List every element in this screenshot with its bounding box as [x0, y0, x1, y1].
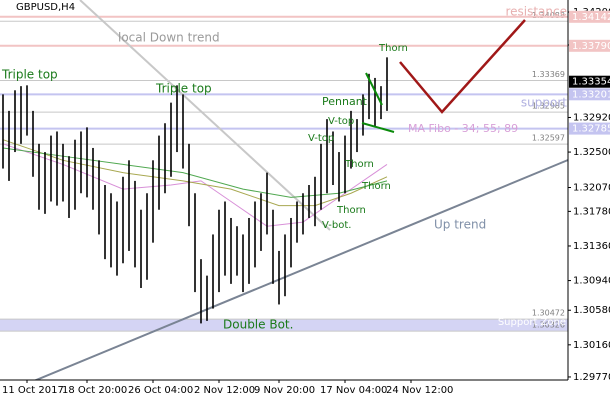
annotation: Thorn	[336, 205, 366, 216]
x-tick-label: 9 Nov 20:00	[254, 385, 315, 396]
moving-average	[2, 143, 388, 227]
annotation: Pennant	[322, 95, 368, 108]
x-tick-label: 11 Oct 2017	[2, 385, 64, 396]
pennant-line	[365, 72, 383, 106]
annotation: support	[521, 96, 567, 110]
level-note: 1.30326	[532, 321, 565, 330]
x-tick-label: 2 Nov 12:00	[194, 385, 255, 396]
price-axis-bg	[568, 0, 610, 400]
x-tick-label: 18 Oct 20:00	[62, 385, 127, 396]
y-tick-label: 1.29770	[573, 372, 610, 383]
annotation: Support Zone	[498, 317, 566, 328]
y-tick-label: 1.31780	[573, 206, 610, 217]
chart-title: GBPUSD,H4	[16, 2, 75, 13]
level-label: 1.33790	[572, 41, 610, 52]
level-box	[569, 39, 610, 52]
x-tick-label: 26 Oct 04:00	[128, 385, 193, 396]
level-label: 1.33201	[572, 89, 610, 100]
forecast-path	[399, 19, 526, 114]
level-note: 1.34088	[532, 11, 565, 20]
x-tick-label: 17 Nov 04:00	[320, 385, 387, 396]
annotation: V-bot.	[322, 220, 351, 231]
pennant-line	[361, 122, 395, 133]
level-note: 1.30472	[532, 309, 565, 318]
annotation: Triple top	[1, 68, 58, 82]
level-label: 1.34142	[572, 12, 610, 23]
last-price-label: 1.33354	[572, 77, 610, 88]
annotation: Triple top	[155, 82, 212, 96]
annotation: local Down trend	[118, 31, 220, 45]
annotation: Up trend	[434, 218, 486, 232]
time-axis-bg	[0, 380, 610, 400]
level-note: 1.32597	[532, 134, 565, 143]
annotation: Double Bot.	[223, 318, 293, 332]
annotation: Thorn	[378, 43, 408, 54]
level-box	[569, 122, 610, 135]
annotation: MA Fibo - 34; 55; 89	[408, 122, 518, 135]
y-tick-label: 1.31360	[573, 241, 610, 252]
level-note: 1.33369	[532, 70, 565, 79]
y-tick-label: 1.30940	[573, 276, 610, 287]
y-tick-label: 1.30580	[573, 305, 610, 316]
level-box	[569, 10, 610, 23]
level-note: 1.32985	[532, 102, 565, 111]
x-tick-label: 24 Nov 12:00	[386, 385, 453, 396]
down-trend-line	[79, 0, 331, 231]
level-box	[569, 88, 610, 101]
y-tick-label: 1.32070	[573, 182, 610, 193]
support-zone	[0, 319, 568, 332]
annotation: Thorn	[361, 181, 391, 192]
last-price-box	[569, 75, 610, 88]
level-label: 1.32785	[572, 124, 610, 135]
moving-average	[2, 147, 388, 198]
y-tick-label: 1.32500	[573, 147, 610, 158]
annotation: Thorn	[344, 159, 374, 170]
annotation: V-top	[328, 116, 354, 127]
y-tick-label: 1.32920	[573, 112, 610, 123]
y-tick-label: 1.30160	[573, 340, 610, 351]
annotation: resistance	[505, 5, 567, 19]
annotation: V-top	[308, 133, 334, 144]
up-trend-line	[0, 159, 569, 396]
